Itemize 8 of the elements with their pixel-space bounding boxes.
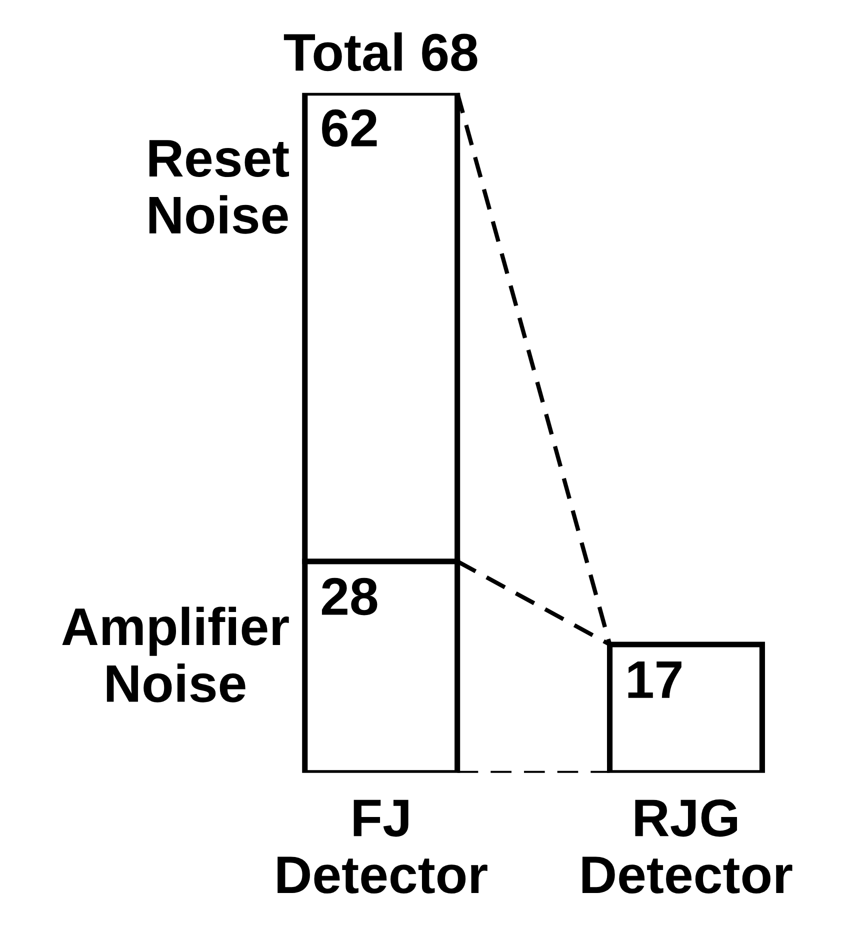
x-tick-label: RJG Detector — [582, 799, 792, 894]
data-label: 28 — [322, 578, 378, 616]
x-tick-label: FJ Detector — [278, 800, 488, 894]
series-label: Amplifier Noise — [62, 606, 289, 702]
series-label: Reset Noise — [149, 140, 290, 234]
total-label: Total 68 — [284, 32, 478, 72]
data-label: 62 — [322, 109, 377, 147]
data-label: 17 — [628, 662, 682, 698]
